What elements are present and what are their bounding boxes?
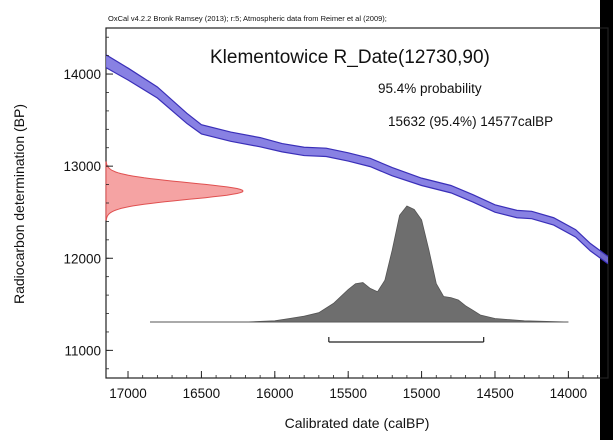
- chart-title: Klementowice R_Date(12730,90): [210, 47, 490, 68]
- chart-background: [0, 0, 600, 440]
- y-tick-label: 11000: [64, 343, 101, 358]
- posterior-layer: [150, 205, 569, 343]
- x-tick-label: 16500: [183, 386, 221, 401]
- radiocarbon-date-layer: [105, 161, 244, 221]
- x-tick-label: 17000: [109, 386, 147, 401]
- x-tick-label: 15000: [403, 386, 441, 401]
- y-tick-label: 14000: [63, 67, 101, 82]
- oxcal-header: OxCal v4.2.2 Bronk Ramsey (2013); r:5; A…: [108, 14, 387, 23]
- y-tick-label: 13000: [63, 159, 101, 174]
- calibration-curve-layer: [105, 54, 609, 265]
- calibration-curve-lower-edge: [105, 67, 609, 265]
- range-label: 15632 (95.4%) 14577calBP: [388, 114, 553, 129]
- calibration-curve-upper-edge: [105, 54, 609, 257]
- posterior-distribution: [150, 205, 569, 323]
- y-tick-label: 12000: [63, 251, 101, 266]
- x-axis-label: Calibrated date (calBP): [285, 415, 430, 431]
- x-tick-label: 16000: [256, 386, 294, 401]
- calibration-curve-band: [106, 54, 608, 264]
- x-tick-label: 14000: [550, 386, 588, 401]
- probability-label: 95.4% probability: [378, 81, 482, 96]
- y-axis-label: Radiocarbon determination (BP): [11, 104, 27, 304]
- x-tick-label: 14500: [476, 386, 514, 401]
- axes-layer: 17000 16500 16000 15500 15000 14500 14000 11000…: [63, 36, 599, 401]
- radiocarbon-date-distribution: [105, 161, 244, 221]
- x-tick-label: 15500: [329, 386, 367, 401]
